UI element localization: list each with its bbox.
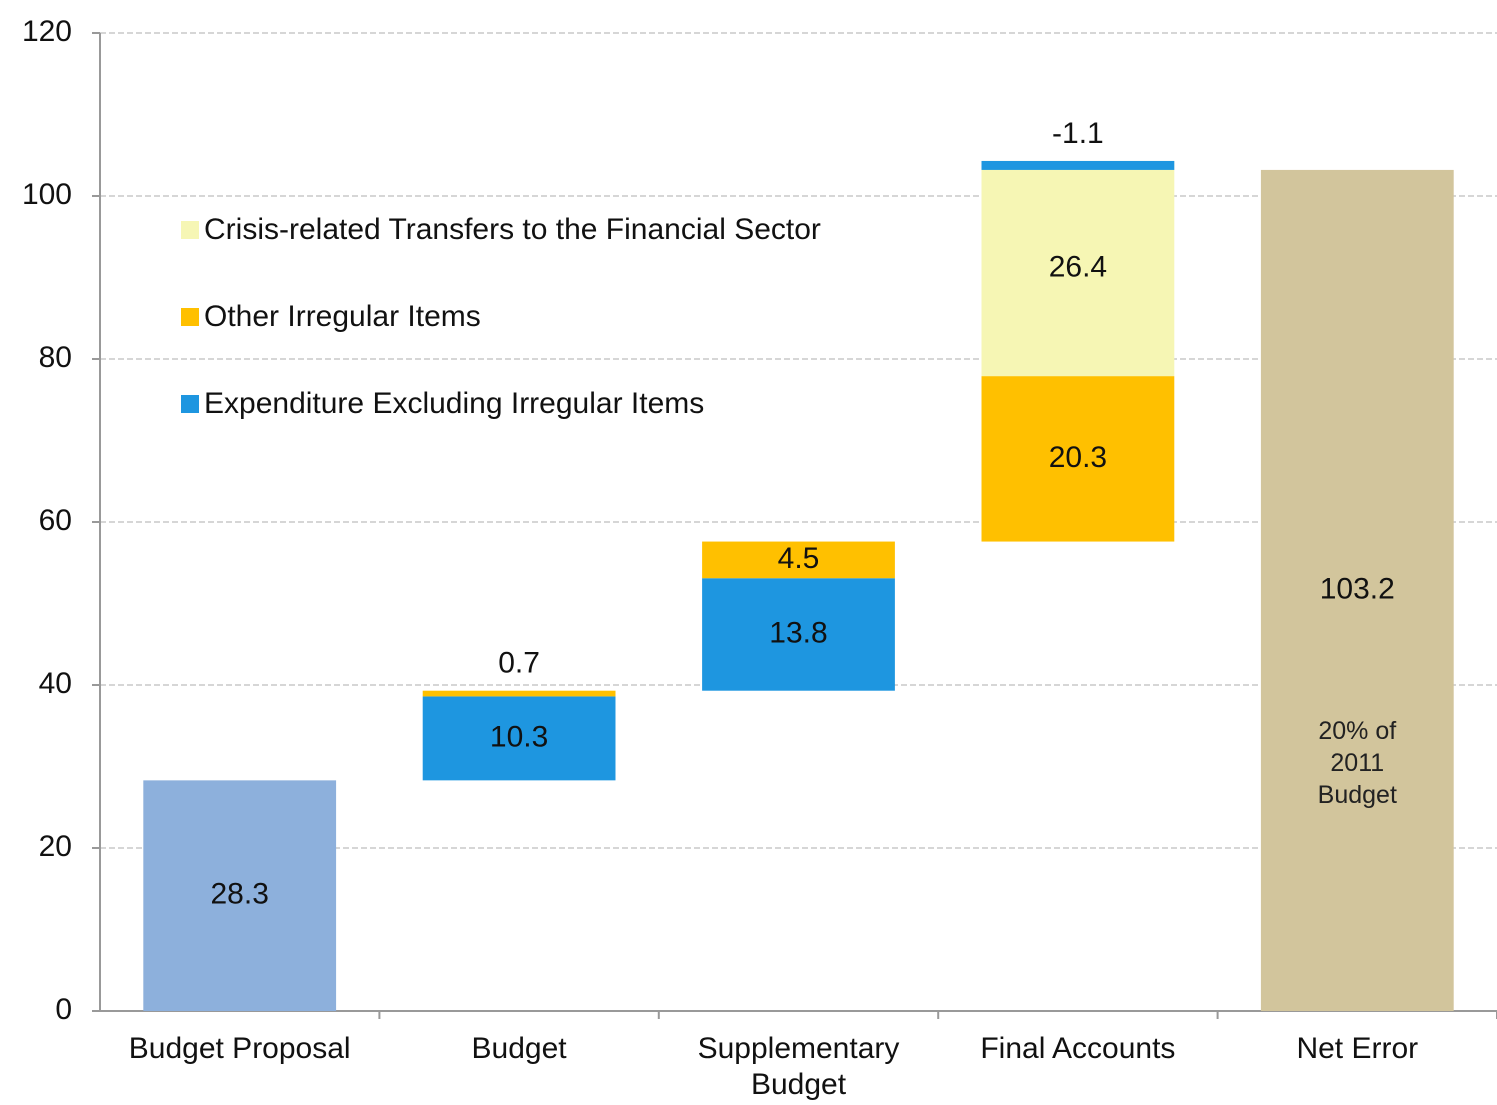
legend-swatch [181,395,199,413]
data-label: 10.3 [490,720,548,753]
data-label: 20.3 [1049,441,1107,474]
bar-segment [422,696,616,781]
x-tick-label: Net Error [1296,1032,1419,1065]
x-tick-label: Final Accounts [980,1032,1176,1065]
y-tick-label: 0 [55,993,72,1026]
data-label: 0.7 [498,647,540,680]
legend-label: Expenditure Excluding Irregular Items [204,387,704,420]
x-tick-label: Supplementary Budget [697,1032,900,1101]
legend-label: Crisis-related Transfers to the Financia… [204,213,821,246]
y-tick-label: 40 [39,667,72,700]
y-tick-label: 20 [39,830,72,863]
bar-segment [143,780,337,1011]
annotation: 20% of 2011 Budget [1317,717,1397,809]
data-label: -1.1 [1052,117,1104,150]
y-tick-label: 60 [39,504,72,537]
bar-segment [981,160,1175,170]
data-label: 103.2 [1320,572,1395,605]
legend-label: Other Irregular Items [204,300,481,333]
bar-segment [702,541,895,579]
y-tick-label: 100 [22,178,72,211]
legend-swatch [181,308,199,326]
bar-segment [1260,169,1454,1012]
data-label: 4.5 [778,542,820,575]
x-tick-label: Budget [471,1032,567,1065]
y-tick-label: 120 [22,15,72,48]
data-label: 28.3 [211,878,269,911]
x-tick-label: Budget Proposal [128,1032,351,1065]
data-label: 26.4 [1049,250,1107,283]
y-tick-label: 80 [39,341,72,374]
bar-segment [422,690,616,697]
legend-swatch [181,221,199,239]
bar-segment [702,578,895,691]
bar-segment [981,160,1175,377]
bar-segment [981,376,1175,542]
data-label: 13.8 [769,616,827,649]
